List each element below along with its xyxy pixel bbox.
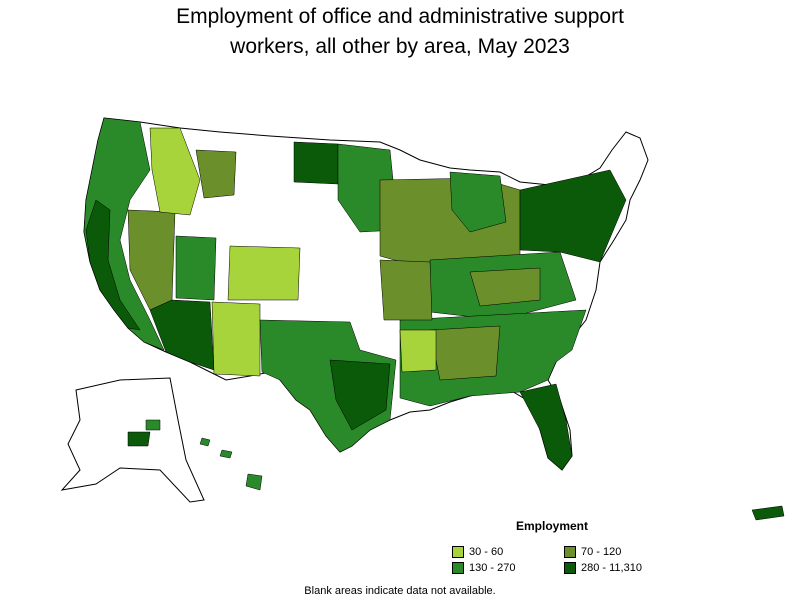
region-arizona [149,299,215,371]
region-texas-east [329,359,391,431]
region-puerto-rico [751,505,785,521]
map-title: Employment of office and administrative … [0,2,800,62]
legend-swatch-130-270 [452,562,464,574]
legend-title: Employment [516,519,589,533]
legend-swatch-30-60 [452,546,464,558]
region-new-mexico [211,301,261,377]
region-hawaii-1 [199,437,211,447]
legend-item-280-11310: 280 - 11,310 [564,562,642,574]
region-deep-south [429,325,501,381]
region-montana-west [195,149,237,199]
region-florida [519,383,573,471]
legend-label-280-11310: 280 - 11,310 [581,562,642,574]
region-utah [175,235,217,301]
footnote: Blank areas indicate data not available. [304,585,496,597]
region-north-dakota [293,141,339,185]
legend-label-70-120: 70 - 120 [581,546,622,558]
region-hawaii-2 [219,449,233,459]
region-michigan [449,171,507,233]
region-coastal-dark [85,199,141,331]
region-arkansas [399,329,437,373]
region-alaska-anchorage [127,431,151,447]
region-colorado [227,245,301,301]
legend-item-130-270: 130 - 270 [452,562,515,574]
map-title-line-1: Employment of office and administrative … [176,5,624,28]
legend-swatch-70-120 [564,546,576,558]
region-hawaii-3 [245,473,263,491]
region-idaho [149,127,201,216]
legend-item-70-120: 70 - 120 [564,546,621,558]
legend-label-130-270: 130 - 270 [469,562,516,574]
region-missouri [379,259,433,321]
region-appalachia [469,267,541,307]
legend-item-30-60: 30 - 60 [452,546,503,558]
legend-label-30-60: 30 - 60 [469,546,504,558]
legend-swatch-280-11310 [564,562,576,574]
region-alaska-other [145,419,161,431]
map-title-line-2: workers, all other by area, May 2023 [230,35,570,58]
region-northeast [519,169,627,263]
